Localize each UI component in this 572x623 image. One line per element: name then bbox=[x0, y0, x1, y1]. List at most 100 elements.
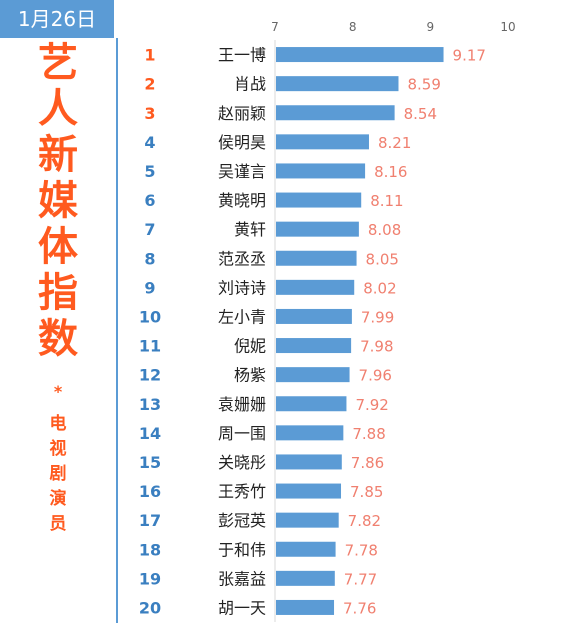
rank-number: 18 bbox=[139, 540, 161, 559]
rank-number: 8 bbox=[144, 249, 155, 268]
rank-number: 3 bbox=[144, 104, 155, 123]
value-label: 7.99 bbox=[361, 308, 394, 326]
bar bbox=[276, 47, 444, 63]
value-label: 7.82 bbox=[348, 512, 381, 530]
value-label: 8.59 bbox=[407, 76, 440, 94]
value-label: 8.54 bbox=[404, 105, 437, 123]
value-label: 7.78 bbox=[345, 541, 378, 559]
title-char: 指 bbox=[38, 270, 78, 316]
category-label: 胡一天 bbox=[218, 598, 266, 617]
bar bbox=[276, 279, 355, 295]
value-label: 7.98 bbox=[360, 338, 393, 356]
rank-number: 6 bbox=[144, 191, 155, 210]
category-label: 倪妮 bbox=[234, 337, 266, 356]
bar bbox=[276, 367, 350, 383]
subtitle-char: 员 bbox=[49, 514, 67, 534]
rank-number: 16 bbox=[139, 482, 161, 501]
value-label: 8.21 bbox=[378, 134, 411, 152]
subtitle-char: 演 bbox=[49, 489, 67, 509]
category-label: 赵丽颖 bbox=[218, 104, 266, 123]
category-label: 杨紫 bbox=[234, 366, 266, 385]
bar bbox=[276, 454, 342, 470]
subtitle-char: 视 bbox=[49, 439, 67, 459]
rank-number: 4 bbox=[144, 133, 155, 152]
title-char: 数 bbox=[38, 316, 78, 362]
bar bbox=[276, 396, 347, 412]
title-char: 新 bbox=[38, 132, 78, 178]
category-label: 周一围 bbox=[218, 424, 266, 443]
value-label: 8.08 bbox=[368, 221, 401, 239]
bar bbox=[276, 163, 366, 179]
value-label: 8.02 bbox=[363, 279, 396, 297]
value-label: 7.85 bbox=[350, 483, 383, 501]
bar bbox=[276, 221, 359, 237]
bar bbox=[276, 541, 336, 557]
value-label: 8.11 bbox=[370, 192, 403, 210]
category-label: 刘诗诗 bbox=[218, 278, 266, 297]
bar bbox=[276, 512, 339, 528]
bar bbox=[276, 105, 395, 121]
title-char: 体 bbox=[38, 224, 78, 270]
bar bbox=[276, 425, 344, 441]
value-label: 7.92 bbox=[355, 396, 388, 414]
category-label: 吴谨言 bbox=[218, 162, 266, 181]
category-label: 彭冠英 bbox=[218, 511, 266, 530]
rank-number: 19 bbox=[139, 569, 161, 588]
bar bbox=[276, 250, 357, 266]
title-char: 人 bbox=[38, 86, 78, 132]
rank-number: 2 bbox=[144, 75, 155, 94]
x-tick-label: 8 bbox=[349, 20, 357, 34]
category-label: 侯明昊 bbox=[218, 133, 266, 152]
x-tick-label: 9 bbox=[427, 20, 435, 34]
x-tick-label: 7 bbox=[271, 20, 279, 34]
category-label: 左小青 bbox=[218, 307, 266, 326]
value-label: 7.88 bbox=[352, 425, 385, 443]
x-tick-label: 10 bbox=[500, 20, 515, 34]
bar bbox=[276, 192, 362, 208]
value-label: 7.86 bbox=[351, 454, 384, 472]
rank-number: 10 bbox=[139, 307, 161, 326]
value-label: 7.76 bbox=[343, 599, 376, 617]
subtitle: 电 视 剧 演 员 bbox=[0, 412, 116, 537]
page-title: 艺 人 新 媒 体 指 数 bbox=[0, 40, 116, 362]
rank-number: 15 bbox=[139, 453, 161, 472]
value-label: 7.96 bbox=[359, 367, 392, 385]
value-label: 8.05 bbox=[366, 250, 399, 268]
title-char: 媒 bbox=[38, 178, 78, 224]
category-label: 袁姗姗 bbox=[218, 395, 266, 414]
category-label: 王秀竹 bbox=[218, 482, 266, 501]
rank-number: 13 bbox=[139, 395, 161, 414]
subtitle-char: 剧 bbox=[49, 464, 67, 484]
category-label: 关晓彤 bbox=[218, 453, 266, 472]
rank-number: 14 bbox=[139, 424, 161, 443]
asterisk-mark: * bbox=[53, 382, 63, 401]
bar bbox=[276, 483, 342, 499]
category-label: 范丞丞 bbox=[218, 249, 266, 268]
bar bbox=[276, 338, 352, 354]
date-tag: 1月26日 bbox=[0, 0, 114, 38]
bar bbox=[276, 599, 335, 615]
value-label: 7.77 bbox=[344, 570, 377, 588]
title-char: 艺 bbox=[38, 40, 78, 86]
value-label: 8.16 bbox=[374, 163, 407, 181]
sidebar-panel bbox=[0, 38, 118, 623]
rank-number: 12 bbox=[139, 366, 161, 385]
category-label: 于和伟 bbox=[218, 540, 266, 559]
rank-number: 20 bbox=[139, 598, 161, 617]
category-label: 张嘉益 bbox=[218, 569, 266, 588]
rank-number: 5 bbox=[144, 162, 155, 181]
rank-number: 17 bbox=[139, 511, 161, 530]
category-label: 王一博 bbox=[218, 46, 266, 65]
bar bbox=[276, 76, 399, 92]
category-label: 黄晓明 bbox=[218, 191, 266, 210]
bar bbox=[276, 134, 369, 150]
subtitle-char: 电 bbox=[49, 414, 67, 434]
rank-number: 9 bbox=[144, 278, 155, 297]
category-label: 黄轩 bbox=[234, 220, 266, 239]
bar bbox=[276, 308, 352, 324]
value-label: 9.17 bbox=[453, 47, 486, 65]
rank-number: 1 bbox=[144, 46, 155, 65]
rank-number: 11 bbox=[139, 337, 161, 356]
category-label: 肖战 bbox=[234, 75, 266, 94]
